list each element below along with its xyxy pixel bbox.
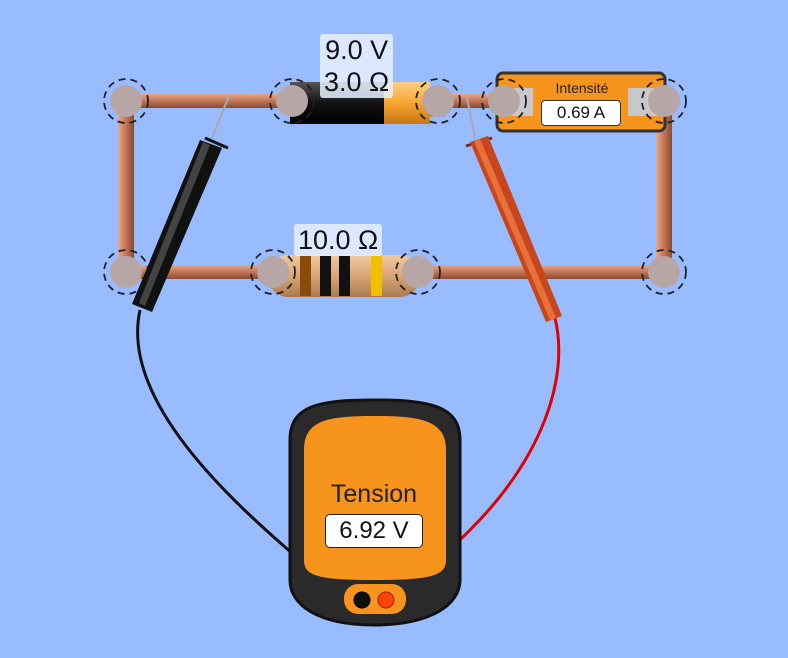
node-resistor-left[interactable] (257, 256, 289, 288)
node-battery-right[interactable] (422, 85, 454, 117)
voltmeter[interactable] (288, 398, 462, 627)
wire-left[interactable] (118, 100, 134, 272)
battery-label: 9.0 V 3.0 Ω (320, 34, 394, 98)
resistor-band-4 (371, 256, 382, 296)
node-bottom-right[interactable] (648, 256, 680, 288)
wire-right[interactable] (656, 100, 672, 272)
junctions (103, 78, 687, 295)
node-resistor-right[interactable] (402, 256, 434, 288)
node-ammeter-left[interactable] (488, 85, 520, 117)
black-probe[interactable] (132, 95, 230, 312)
voltmeter-title: Tension (330, 480, 418, 508)
voltmeter-red-jack[interactable] (377, 591, 395, 609)
voltmeter-jack-panel (344, 584, 406, 614)
resistor-band-2 (320, 256, 331, 296)
wire-top-left[interactable] (125, 94, 290, 108)
battery-voltage-label: 9.0 V (325, 35, 389, 65)
ammeter-title: Intensité (555, 80, 609, 96)
voltmeter-reading: 6.92 V (325, 514, 423, 548)
battery-resistance-label: 3.0 Ω (324, 67, 390, 97)
wires (118, 94, 672, 279)
red-probe[interactable] (465, 97, 562, 322)
node-bottom-left[interactable] (110, 256, 142, 288)
resistor-band-1 (300, 256, 311, 296)
node-top-left[interactable] (110, 85, 142, 117)
resistor-label: 10.0 Ω (294, 224, 383, 256)
resistor[interactable] (268, 255, 420, 297)
resistor-band-3 (339, 256, 350, 296)
node-ammeter-right[interactable] (648, 85, 680, 117)
wire-bottom-right[interactable] (418, 265, 670, 279)
voltmeter-black-jack[interactable] (353, 591, 371, 609)
node-battery-left[interactable] (276, 85, 308, 117)
ammeter-reading: 0.69 A (541, 100, 621, 126)
